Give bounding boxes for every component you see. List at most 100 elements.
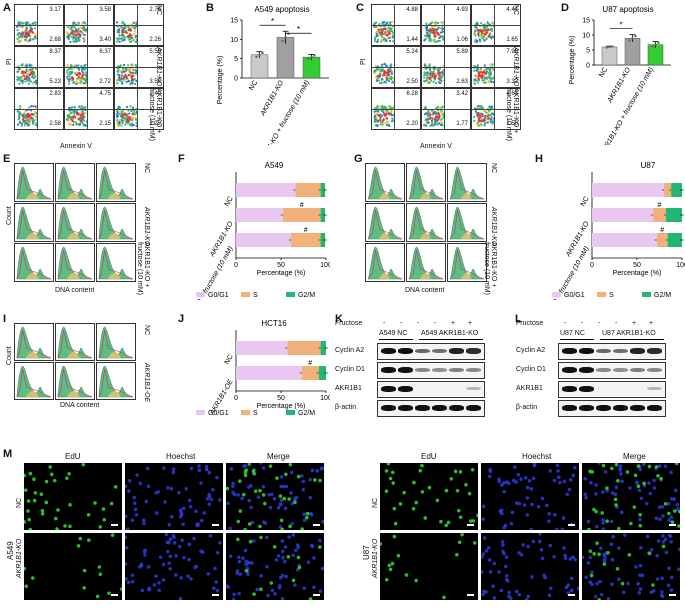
micro-a549-image-r1-c2: [226, 533, 324, 600]
blot-l-band-2-0: [562, 386, 577, 392]
blot-k-band-0-5: [466, 348, 481, 354]
hist-e-hist-r2-c0: [14, 243, 54, 282]
blot-l-row-label-1: Cyclin D1: [516, 366, 546, 373]
chart-h-legend-label-1: S: [609, 292, 614, 299]
chart-j-legend-label-2: G2/M: [298, 410, 315, 417]
micro-u87-image-r0-c2: [582, 463, 680, 530]
blot-l-group1-line: [560, 339, 594, 340]
flow-a-density-r2-c0: [16, 105, 38, 127]
blot-l-band-3-4: [630, 405, 645, 411]
micro-u87-nuclei-r1-c2: [582, 533, 680, 600]
micro-a549-scalebar-r1-c0: [111, 594, 118, 596]
flow-a-plot-r0-c0: 3.17 2.68: [14, 4, 64, 46]
blot-k-sign-2: -: [417, 320, 420, 327]
chart-f-sig-2: #: [304, 227, 308, 234]
chart-h-sig-1: #: [658, 202, 662, 209]
micro-a549-scalebar-r0-c0: [111, 524, 118, 526]
flow-c-q-upper-r0-c2: 4.41: [506, 7, 518, 13]
micro-a549-scalebar-r0-c2: [313, 524, 320, 526]
blot-k-sign-3: -: [434, 320, 437, 327]
flow-a-gate-h-r2-c0: [15, 109, 63, 110]
chart-h-legend-label-2: G2/M: [654, 292, 671, 299]
chart-d-ylabel: Percentage (%): [569, 36, 576, 85]
micro-a549-nuclei-r0-c1: [125, 464, 222, 530]
flow-c-gate-h-r2-c0: [372, 109, 420, 110]
chart-d-dot-2-1: [654, 43, 657, 46]
hist-g-hist-curve-r0-c2: [449, 166, 485, 200]
hist-e-hist-r1-c2: [96, 203, 136, 242]
blot-l-band-3-3: [613, 405, 628, 411]
blot-k-band-1-2: [415, 367, 430, 372]
chart-b-dot-0-2: [261, 51, 264, 55]
hist-g-row-nc: NC: [490, 163, 497, 174]
blot-l-band-1-0: [562, 367, 577, 373]
hist-e-hist-curve-r2-c2: [98, 246, 134, 280]
chart-b-bar-2: [302, 56, 321, 79]
chart-d-ytick-label-1: 5: [586, 48, 590, 55]
hist-g-hist-curve-r1-c2: [449, 206, 485, 240]
micro-a549-row-1: AKR1B1-KO: [16, 538, 23, 578]
chart-j-legend-swatch-2: [286, 410, 295, 415]
hist-g-xlabel: DNA content: [405, 287, 445, 294]
flow-c-q-upper-r1-c2: 7.98: [506, 49, 518, 55]
flow-a-gate-h-r0-c0: [15, 25, 63, 26]
chart-f-seg-2-1: [290, 233, 321, 247]
blot-l-band-1-3: [613, 367, 628, 372]
micro-u87-image-r1-c2: [582, 533, 680, 600]
micro-a549-scalebar-r0-c1: [212, 524, 219, 526]
flow-a-q-lower-r2-c0: 2.58: [49, 121, 61, 127]
flow-c-q-lower-r1-c0: 2.50: [406, 79, 418, 85]
chart-f-seg-0-0: [236, 183, 296, 197]
flow-a-gate-h-r0-c2: [115, 25, 163, 26]
hist-g-hist-curve-r0-c0: [367, 166, 403, 200]
chart-j-legend-label-1: S: [253, 410, 258, 417]
chart-b-sig-1: *: [297, 25, 300, 34]
chart-f-seg-2-2: [320, 233, 326, 247]
blot-k-band-3-1: [398, 405, 413, 411]
hist-i-row-oe: AKR1B1-OE: [143, 363, 150, 403]
flow-a-row-label-fructose: AKR1B1-KO + fructose (10 mM): [148, 88, 162, 141]
blot-l-sign-1: -: [581, 320, 584, 327]
blot-k-row-2: [377, 381, 485, 398]
hist-i-hist-r0-c2: [96, 323, 136, 361]
flow-a-q-upper-r0-c1: 3.58: [99, 7, 111, 13]
chart-b-dot-2-2: [313, 54, 316, 57]
flow-a-xlabel: Annexin V: [60, 143, 92, 150]
micro-a549-col-0: EdU: [65, 452, 81, 461]
blot-k-band-3-0: [381, 405, 396, 411]
blot-l-row-label-2: AKR1B1: [516, 385, 543, 392]
hist-i-hist-r1-c2: [96, 362, 136, 400]
blot-k-band-1-5: [466, 367, 481, 372]
hist-g-hist-curve-r1-c0: [367, 206, 403, 240]
blot-l-band-1-1: [579, 367, 594, 373]
hist-i-row-nc: NC: [143, 325, 150, 336]
micro-u87-scalebar-r1-c0: [467, 594, 474, 596]
flow-a-q-upper-r0-c2: 2.76: [149, 7, 161, 13]
blot-l-band-1-2: [596, 367, 611, 372]
hist-i-hist-curve-r1-c2: [98, 365, 134, 398]
hist-g-hist-r1-c0: [365, 203, 405, 242]
chart-d-dot-2-0: [651, 45, 654, 48]
blot-l-band-1-4: [630, 367, 645, 372]
chart-f-xtick-label-1: 50: [277, 262, 285, 269]
blot-k-row-label-0: Cyclin A2: [335, 347, 365, 354]
blot-k-row-label-3: β-actin: [335, 404, 357, 411]
blot-k-band-1-4: [449, 367, 464, 372]
hist-e-row-fructose: AKR1B1-KO + fructose (10 mM): [136, 242, 150, 295]
chart-b-title: A549 apoptosis: [254, 5, 309, 14]
chart-b-ytick-label-0: 0: [234, 76, 238, 83]
flow-a-q-upper-r1-c2: 5.59: [149, 49, 161, 55]
panel-label-a: A: [3, 2, 11, 14]
chart-b-dot-2-1: [310, 55, 313, 59]
panel-label-m: M: [3, 448, 13, 460]
hist-e-hist-curve-r2-c1: [57, 246, 93, 280]
hist-e-hist-curve-r0-c0: [16, 166, 52, 200]
chart-f-xtick-label-2: 100: [320, 262, 330, 269]
micro-a549-image-r0-c2: [226, 463, 324, 530]
chart-f-seg-0-2: [320, 183, 326, 197]
chart-j-legend-label-0: G0/G1: [208, 410, 229, 417]
chart-j-title: HCT16: [261, 319, 287, 328]
chart-f-seg-0-1: [295, 183, 321, 197]
flow-c-q-lower-r0-c1: 1.06: [456, 37, 468, 43]
hist-e-hist-curve-r0-c1: [57, 166, 93, 200]
